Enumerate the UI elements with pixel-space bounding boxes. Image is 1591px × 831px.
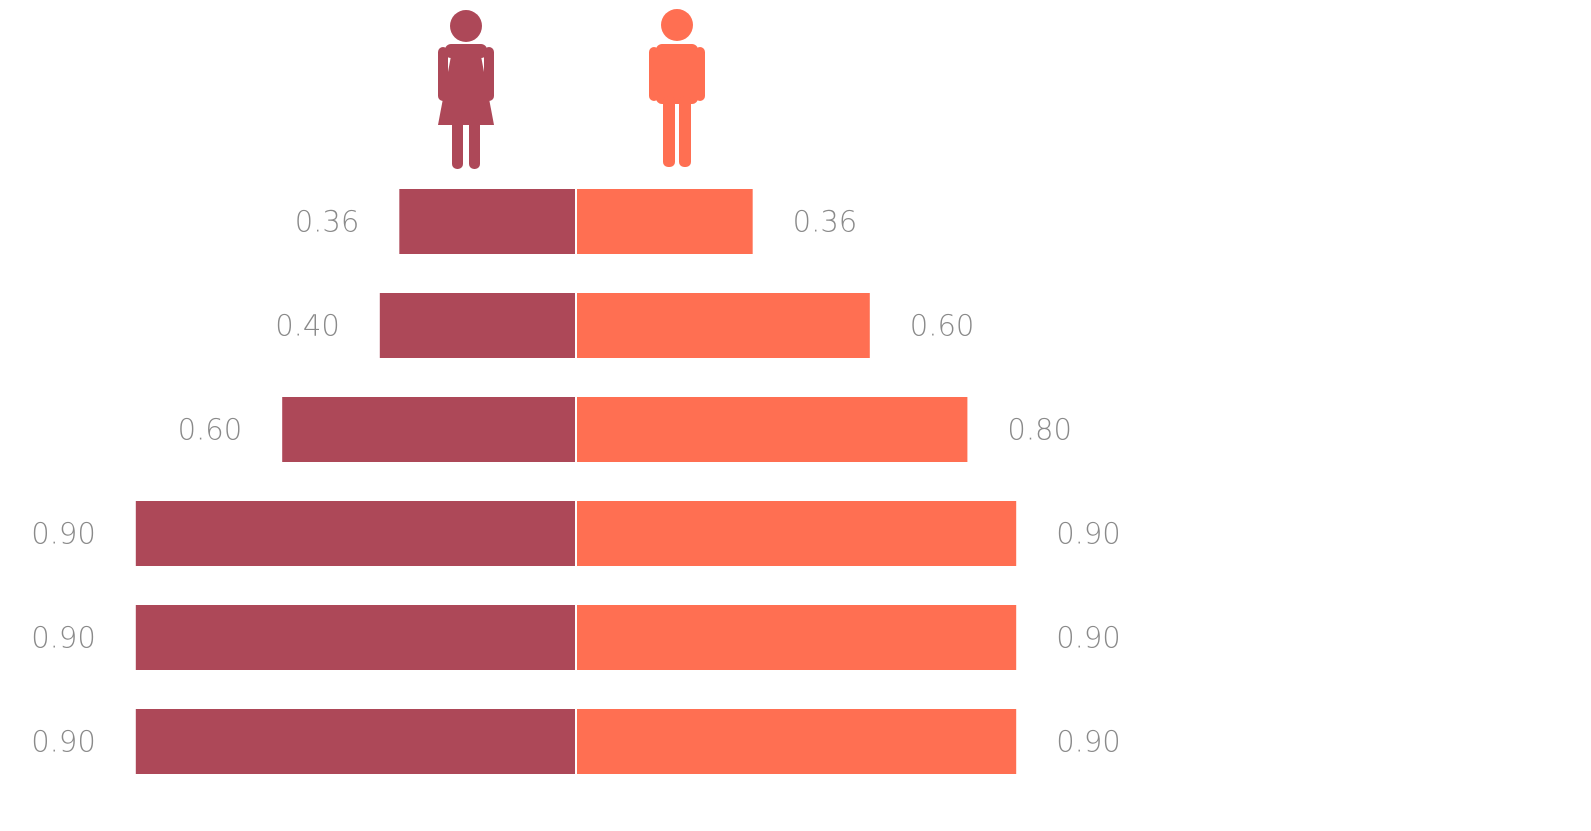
female-bar-3	[282, 397, 575, 462]
male-bar-1	[577, 189, 753, 254]
male-value-label-2: 0.60	[910, 309, 975, 343]
male-value-label-5: 0.90	[1056, 621, 1121, 655]
male-bar-5	[577, 605, 1017, 670]
male-value-label-4: 0.90	[1056, 517, 1121, 551]
male-value-label-6: 0.90	[1056, 725, 1121, 759]
male-value-label-1: 0.36	[793, 205, 858, 239]
value-labels-layer: 0.36 0.36 0.40 0.60 0.60 0.80 0.90 0.90 0.90 0.90…	[31, 205, 1121, 759]
female-value-label-1: 0.36	[295, 205, 360, 239]
female-person-icon	[438, 10, 494, 169]
female-value-label-6: 0.90	[31, 725, 96, 759]
male-bar-2	[577, 293, 870, 358]
female-bar-5	[135, 605, 576, 670]
female-value-label-2: 0.40	[275, 309, 340, 343]
female-value-label-5: 0.90	[31, 621, 96, 655]
female-value-label-3: 0.60	[178, 413, 243, 447]
bars-layer	[135, 189, 1017, 774]
female-bar-2	[379, 293, 575, 358]
male-bar-3	[577, 397, 968, 462]
female-bar-6	[135, 709, 576, 774]
male-value-label-3: 0.80	[1007, 413, 1072, 447]
female-value-label-4: 0.90	[31, 517, 96, 551]
female-bar-1	[399, 189, 575, 254]
female-bar-4	[135, 501, 576, 566]
male-bar-4	[577, 501, 1017, 566]
male-person-icon	[649, 9, 705, 167]
male-bar-6	[577, 709, 1017, 774]
